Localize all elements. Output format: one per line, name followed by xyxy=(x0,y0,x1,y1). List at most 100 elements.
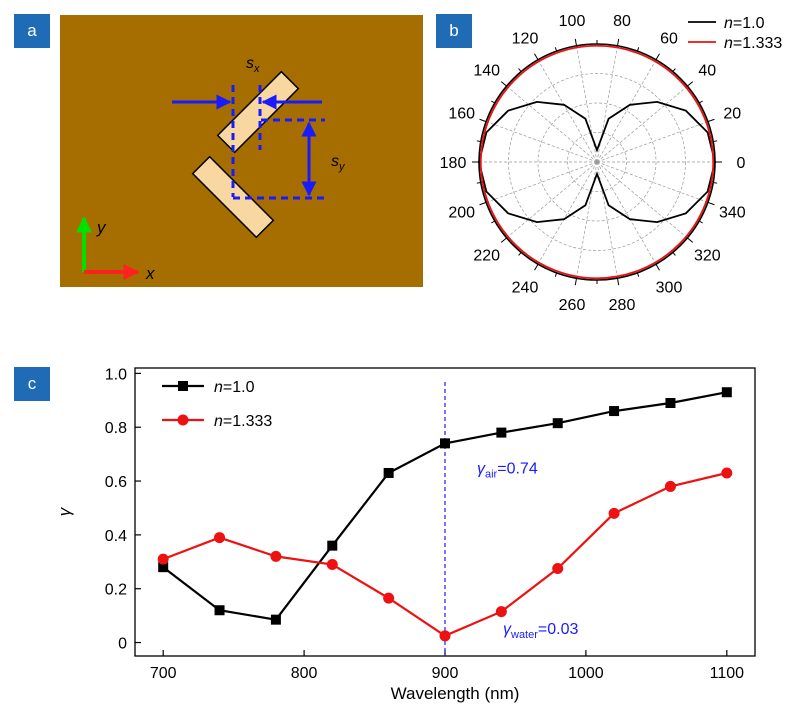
polar-tick-mark xyxy=(574,278,578,286)
data-point-square xyxy=(440,438,450,449)
gamma-annotation: γwater=0.03 xyxy=(503,621,578,641)
polar-series-1 xyxy=(479,44,715,280)
y-tick-label: 0.6 xyxy=(105,474,127,491)
polar-tick-mark xyxy=(687,237,694,243)
polar-tick-mark xyxy=(554,272,558,277)
polar-tick-mark xyxy=(518,68,522,72)
polar-tick-mark xyxy=(616,38,620,46)
polar-tick-mark xyxy=(500,237,507,243)
polar-tick-mark xyxy=(687,81,694,87)
x-tick-label: 1000 xyxy=(568,665,604,682)
y-tick-label: 0.2 xyxy=(105,582,127,599)
polar-tick-mark xyxy=(554,47,558,52)
polar-angle-label: 240 xyxy=(512,280,539,297)
polar-tick-mark xyxy=(616,278,620,286)
polar-tick-mark xyxy=(672,252,676,256)
polar-angle-label: 340 xyxy=(719,204,746,221)
data-point-circle xyxy=(721,467,733,479)
dimension-markers xyxy=(172,85,325,200)
axis-y-label: y xyxy=(96,218,107,237)
data-point-circle xyxy=(383,592,395,604)
polar-tick-mark xyxy=(707,201,715,206)
polar-tick-mark xyxy=(491,220,496,224)
legend-swatch-marker xyxy=(178,381,188,391)
x-tick-label: 900 xyxy=(432,665,459,682)
polar-tick-mark xyxy=(574,38,578,46)
polar-angle-label: 220 xyxy=(473,248,500,265)
polar-angle-label: 160 xyxy=(448,106,475,123)
annotations: γair=0.74 γwater=0.03 xyxy=(477,460,578,640)
polar-tick-mark xyxy=(476,140,481,143)
data-point-square xyxy=(552,418,563,429)
polar-series-0 xyxy=(478,100,716,224)
polar-angle-label: 0 xyxy=(737,155,746,172)
data-point-circle xyxy=(664,480,676,492)
data-point-circle xyxy=(608,507,620,519)
axes: 700 800 900 1000 1100 0 0.2 0.4 0.6 0.8 1.0 xyxy=(105,366,744,682)
substrate xyxy=(60,15,423,287)
polar-tick-mark xyxy=(655,263,660,271)
panel-label-c: c xyxy=(14,367,50,401)
data-point-square xyxy=(270,614,281,625)
polar-tick-mark xyxy=(713,181,718,184)
data-point-circle xyxy=(495,606,507,618)
polar-tick-mark xyxy=(518,252,522,256)
data-point-square xyxy=(665,397,676,408)
polar-angle-label: 140 xyxy=(473,62,500,79)
x-tick-label: 700 xyxy=(150,665,177,682)
polar-angle-label: 80 xyxy=(613,13,631,30)
polar-legend-label: n=1.333 xyxy=(724,35,782,52)
legend-label: n=1.0 xyxy=(214,379,255,396)
polar-tick-mark xyxy=(534,263,539,271)
y-tick-label: 1.0 xyxy=(105,366,127,383)
y-tick-label: 0 xyxy=(118,636,127,653)
polar-angle-label: 320 xyxy=(694,248,721,265)
data-point-circle xyxy=(326,558,338,570)
polar-tick-mark xyxy=(500,81,507,87)
polar-angle-label: 40 xyxy=(698,62,716,79)
polar-angle-label: 180 xyxy=(440,155,467,172)
legend-label: n=1.333 xyxy=(214,413,272,430)
panel-label-a: a xyxy=(14,14,50,48)
polar-legend-label: n=1.0 xyxy=(724,15,765,32)
polar-tick-mark xyxy=(707,118,715,123)
polar-ring xyxy=(537,102,657,222)
axis-x-label: x xyxy=(145,264,155,283)
polar-tick-mark xyxy=(636,272,640,277)
data-point-circle xyxy=(157,553,169,565)
data-point-circle xyxy=(439,630,451,642)
data-point-circle xyxy=(552,563,564,575)
polar-legend: n=1.0 n=1.333 xyxy=(688,15,782,52)
polar-angle-ticks: 0 20 40 60 80 100 120 140 160 180 200 220 240 260 280 3… xyxy=(440,13,746,314)
legend-swatch-marker xyxy=(177,414,189,426)
x-tick-label: 1100 xyxy=(710,665,745,682)
polar-angle-label: 120 xyxy=(512,30,539,47)
series xyxy=(157,387,733,642)
polar-angle-label: 200 xyxy=(448,204,475,221)
polar-angle-label: 300 xyxy=(656,280,683,297)
polar-tick-mark xyxy=(698,100,703,104)
panel-label-b: b xyxy=(436,14,472,48)
data-point-circle xyxy=(270,550,282,562)
data-point-circle xyxy=(214,532,226,544)
polar-tick-mark xyxy=(534,53,539,61)
data-point-square xyxy=(327,540,338,551)
polar-tick-mark xyxy=(491,100,496,104)
y-tick-label: 0.4 xyxy=(105,528,127,545)
polar-tick-mark xyxy=(698,220,703,224)
polar-tick-mark xyxy=(713,140,718,143)
polar-angle-label: 20 xyxy=(723,106,741,123)
data-point-square xyxy=(214,605,225,616)
polar-tick-mark xyxy=(476,181,481,184)
polar-tick-mark xyxy=(655,53,660,61)
y-tick-label: 0.8 xyxy=(105,420,127,437)
x-axis-title: Wavelength (nm) xyxy=(391,684,520,703)
polar-tick-mark xyxy=(636,47,640,52)
polar-tick-mark xyxy=(479,118,487,123)
polar-angle-label: 280 xyxy=(609,297,636,314)
polar-series xyxy=(478,44,716,280)
polar-ring xyxy=(567,132,627,192)
data-point-square xyxy=(609,406,620,417)
